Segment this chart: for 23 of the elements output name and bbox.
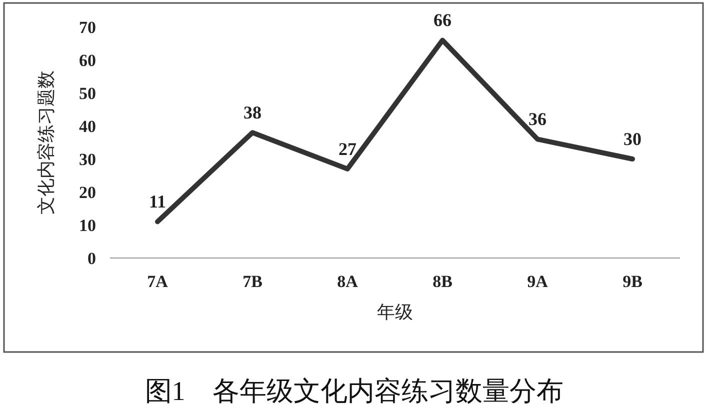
y-tick-label: 40 xyxy=(79,117,96,136)
data-label: 27 xyxy=(338,138,356,159)
x-tick-label: 7A xyxy=(147,272,169,291)
x-tick-label: 7B xyxy=(242,272,262,291)
y-tick-label: 10 xyxy=(79,216,96,235)
data-label: 66 xyxy=(434,10,452,30)
x-tick-label: 8B xyxy=(432,272,452,291)
y-tick-label: 70 xyxy=(79,18,96,37)
y-axis-title: 文化内容练习题数 xyxy=(36,70,56,214)
x-tick-label: 9B xyxy=(622,272,642,291)
y-tick-label: 30 xyxy=(79,150,96,169)
data-label: 38 xyxy=(244,102,262,123)
text: 图1 各年级文化内容练习数量分布 xyxy=(144,376,564,406)
y-tick-label: 50 xyxy=(79,84,96,103)
data-label: 36 xyxy=(528,109,546,130)
y-tick-label: 0 xyxy=(88,249,96,268)
x-axis-title: 年级 xyxy=(377,302,413,322)
data-label: 11 xyxy=(148,192,166,212)
data-label: 30 xyxy=(624,129,642,149)
x-tick-label: 8A xyxy=(337,272,359,291)
y-tick-label: 60 xyxy=(79,51,96,70)
y-tick-label: 20 xyxy=(79,183,96,202)
x-tick-label: 9A xyxy=(527,272,549,291)
